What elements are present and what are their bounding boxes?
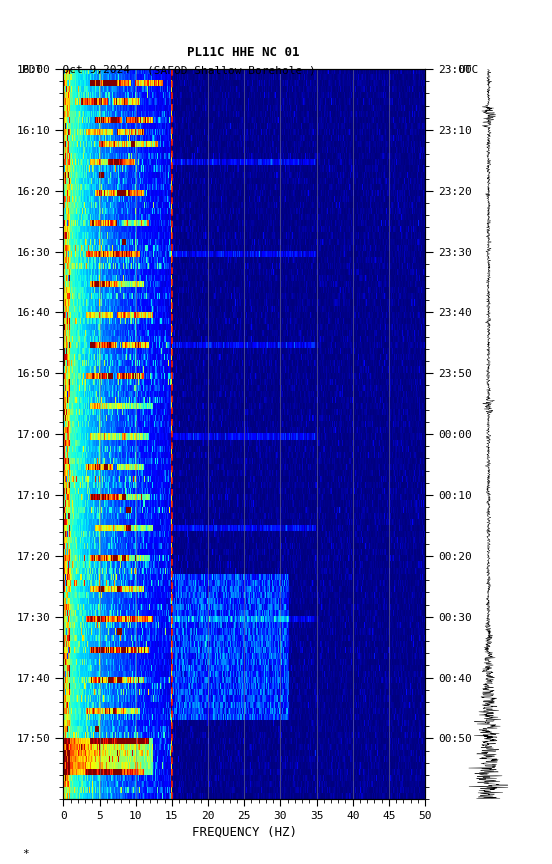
Text: (SAFOD Shallow Borehole ): (SAFOD Shallow Borehole ) xyxy=(147,66,316,75)
Text: *: * xyxy=(22,849,29,859)
Text: PL11C HHE NC 01: PL11C HHE NC 01 xyxy=(187,46,299,59)
X-axis label: FREQUENCY (HZ): FREQUENCY (HZ) xyxy=(192,825,297,838)
Text: UTC: UTC xyxy=(458,66,479,75)
Text: PDT   Oct 9,2024: PDT Oct 9,2024 xyxy=(22,66,130,75)
